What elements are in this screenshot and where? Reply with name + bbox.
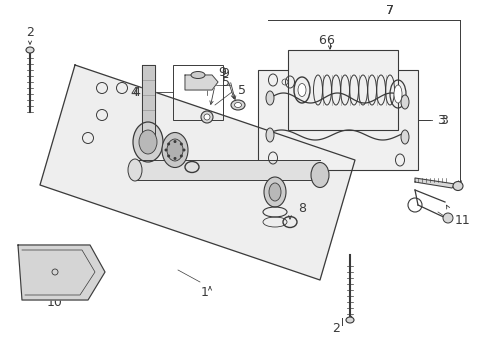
Text: 3: 3 (436, 113, 444, 126)
Ellipse shape (310, 162, 328, 188)
Ellipse shape (346, 317, 353, 323)
Text: 9: 9 (218, 66, 225, 78)
Ellipse shape (400, 95, 408, 109)
Text: 9: 9 (221, 67, 228, 80)
Polygon shape (40, 65, 354, 280)
Ellipse shape (400, 130, 408, 144)
Text: 11: 11 (454, 213, 470, 226)
Ellipse shape (167, 139, 183, 161)
Ellipse shape (128, 159, 142, 181)
Circle shape (180, 143, 183, 145)
Text: 6: 6 (325, 33, 333, 46)
Text: 1: 1 (201, 285, 208, 298)
Text: 8: 8 (297, 202, 305, 215)
Bar (135, 160, 319, 180)
Ellipse shape (230, 100, 244, 110)
Bar (258, 70, 417, 170)
Text: 7: 7 (385, 4, 393, 17)
Circle shape (180, 154, 183, 157)
Ellipse shape (297, 84, 305, 96)
Circle shape (173, 157, 176, 160)
Text: 2: 2 (331, 321, 339, 334)
Ellipse shape (201, 111, 213, 123)
Circle shape (167, 154, 170, 157)
Ellipse shape (393, 85, 401, 103)
Text: 4: 4 (130, 86, 138, 99)
Text: 2: 2 (26, 26, 34, 39)
Text: 5: 5 (238, 84, 245, 96)
Text: 4: 4 (132, 86, 140, 99)
Circle shape (442, 213, 452, 223)
Bar (287, 50, 397, 130)
Bar (173, 65, 223, 120)
Ellipse shape (264, 177, 285, 207)
Ellipse shape (191, 72, 204, 78)
Ellipse shape (162, 132, 187, 167)
Text: 7: 7 (385, 4, 393, 17)
Ellipse shape (452, 181, 462, 190)
Circle shape (164, 149, 167, 152)
Ellipse shape (265, 91, 273, 105)
Text: 6: 6 (317, 33, 325, 46)
Text: 5: 5 (222, 76, 229, 89)
Ellipse shape (268, 183, 281, 201)
Ellipse shape (234, 103, 241, 108)
Polygon shape (18, 245, 105, 300)
Ellipse shape (139, 130, 157, 154)
Text: 10: 10 (47, 296, 63, 309)
Ellipse shape (26, 47, 34, 53)
Circle shape (167, 143, 170, 145)
Circle shape (173, 140, 176, 143)
Ellipse shape (203, 114, 209, 120)
Polygon shape (142, 65, 155, 145)
Polygon shape (184, 75, 218, 90)
Text: 3: 3 (439, 113, 447, 126)
Ellipse shape (265, 128, 273, 142)
Ellipse shape (133, 122, 163, 162)
Text: 8: 8 (174, 145, 182, 158)
Polygon shape (414, 178, 454, 188)
Circle shape (182, 149, 185, 152)
